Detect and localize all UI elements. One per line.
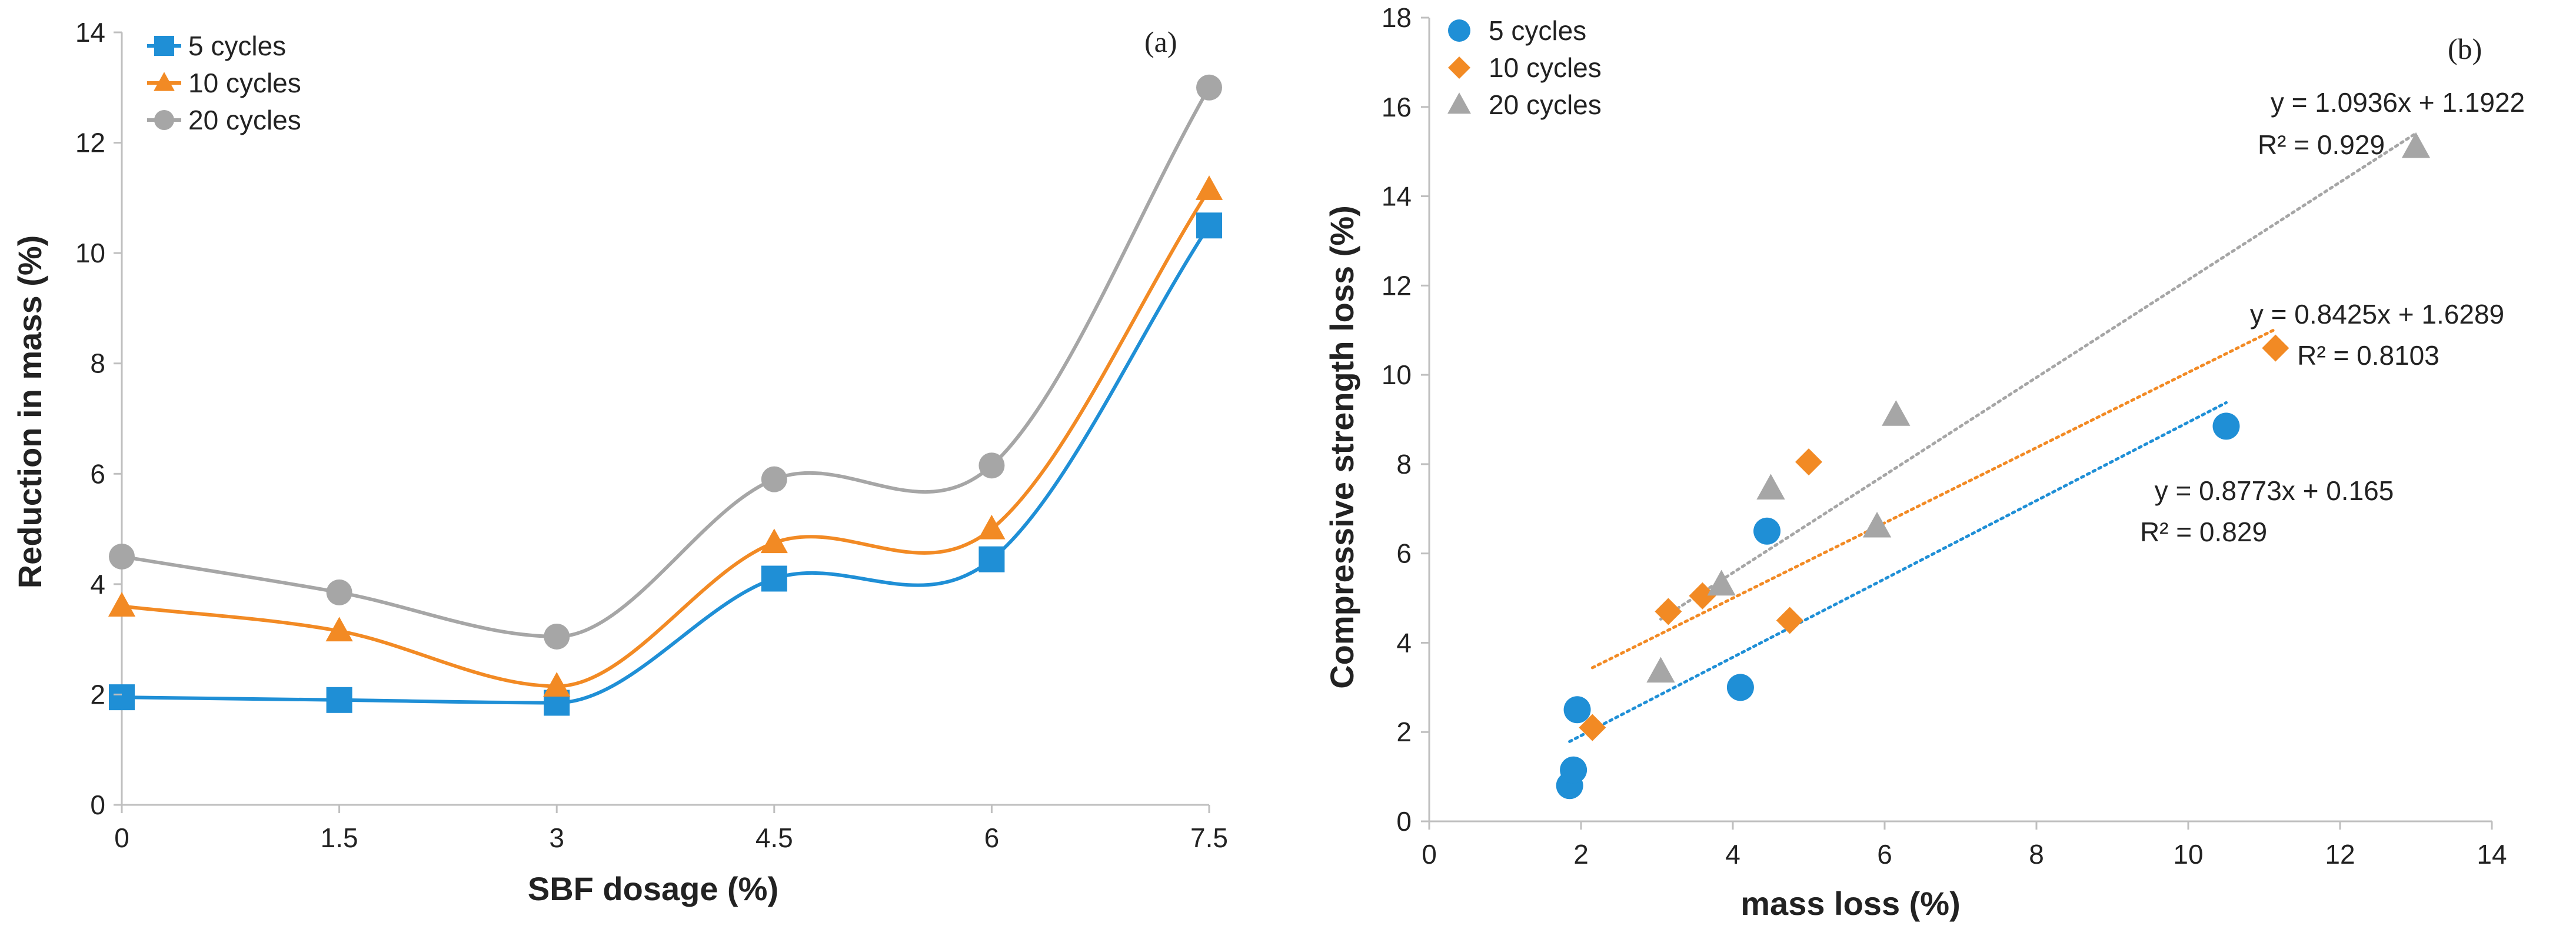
data-point-20-cycles xyxy=(1707,570,1736,596)
data-point-5-cycles xyxy=(1753,517,1781,545)
data-point-10-cycles xyxy=(978,514,1006,540)
y-tick-label-b: 12 xyxy=(1382,270,1412,301)
data-point-20-cycles xyxy=(326,579,352,605)
x-tick-label-a: 4.5 xyxy=(756,823,793,853)
y-tick-label-b: 18 xyxy=(1382,2,1412,33)
data-point-20-cycles xyxy=(1756,474,1785,500)
y-tick-label-b: 14 xyxy=(1382,181,1412,212)
y-tick-label-b: 0 xyxy=(1396,806,1412,837)
data-point-5-cycles xyxy=(1560,756,1587,784)
data-point-10-cycles xyxy=(1195,175,1223,200)
x-tick-label-b: 6 xyxy=(1877,839,1892,870)
x-tick-label-b: 8 xyxy=(2029,839,2044,870)
y-tick-label-b: 2 xyxy=(1396,717,1412,747)
legend-label-5-cycles: 5 cycles xyxy=(188,31,286,61)
y-tick-label-a: 14 xyxy=(75,17,105,48)
x-tick-label-b: 4 xyxy=(1725,839,1740,870)
data-point-10-cycles xyxy=(1655,598,1682,625)
y-axis-title-a: Reduction in mass (%) xyxy=(11,235,48,589)
data-point-10-cycles xyxy=(760,528,788,554)
data-point-5-cycles xyxy=(109,684,135,711)
trendline-r2-10-cycles: R² = 0.8103 xyxy=(2297,340,2439,371)
trendline-equation-5-cycles: y = 0.8773x + 0.165 xyxy=(2155,475,2394,506)
y-tick-label-a: 4 xyxy=(90,569,105,600)
legend-label-10-cycles: 10 cycles xyxy=(188,68,301,98)
trendline-5-cycles xyxy=(1568,401,2228,743)
data-point-10-cycles xyxy=(1795,448,1822,476)
trendline-equation-20-cycles: y = 1.0936x + 1.1922 xyxy=(2271,87,2525,118)
panel-label-b: (b) xyxy=(2448,32,2482,65)
legend-label-20-cycles: 20 cycles xyxy=(1489,89,1602,120)
trendline-r2-5-cycles: R² = 0.829 xyxy=(2140,517,2267,547)
series-line-10-cycles xyxy=(121,188,1211,688)
legend-label-10-cycles: 10 cycles xyxy=(1489,52,1602,83)
data-point-20-cycles xyxy=(2401,132,2431,158)
y-tick-label-b: 8 xyxy=(1396,449,1412,480)
legend-marker-5-cycles xyxy=(1448,19,1470,42)
y-tick-label-a: 6 xyxy=(90,458,105,489)
y-tick-label-b: 16 xyxy=(1382,92,1412,122)
data-point-20-cycles xyxy=(109,543,135,570)
chart-a-svg: 0 2 4 6 8 10 12 14 0 1.5 3 4.5 6 7.5 5 cycles 10 cycle… xyxy=(11,17,1228,907)
trendline-20-cycles xyxy=(1659,132,2418,621)
legend-marker-10-cycles xyxy=(1448,56,1470,79)
data-point-10-cycles xyxy=(325,617,353,642)
data-point-5-cycles xyxy=(2212,412,2240,440)
legend-marker-20-cycles xyxy=(154,110,174,130)
data-point-5-cycles xyxy=(761,565,787,592)
panel-label-a: (a) xyxy=(1144,25,1177,58)
x-axis-title-a: SBF dosage (%) xyxy=(528,870,778,907)
y-tick-label-a: 0 xyxy=(90,790,105,820)
data-point-5-cycles xyxy=(1563,696,1591,724)
x-tick-label-b: 12 xyxy=(2325,839,2355,870)
trendline-10-cycles xyxy=(1590,327,2277,670)
x-tick-label-a: 7.5 xyxy=(1190,823,1228,853)
data-point-10-cycles xyxy=(543,672,571,697)
chart-panel-a: 0 2 4 6 8 10 12 14 0 1.5 3 4.5 6 7.5 5 cycles 10 cycle… xyxy=(0,0,1259,926)
legend-label-5-cycles: 5 cycles xyxy=(1489,15,1586,46)
legend-marker-20-cycles xyxy=(1447,92,1471,114)
x-tick-label-b: 0 xyxy=(1422,839,1437,870)
data-point-5-cycles xyxy=(1196,212,1222,239)
data-point-5-cycles xyxy=(979,546,1005,572)
y-tick-label-a: 12 xyxy=(75,128,105,158)
data-point-20-cycles xyxy=(761,466,787,492)
legend-marker-10-cycles xyxy=(154,72,175,91)
trendline-r2-20-cycles: R² = 0.929 xyxy=(2258,129,2385,160)
y-tick-label-a: 10 xyxy=(75,238,105,268)
series-line-20-cycles xyxy=(121,86,1211,638)
data-point-20-cycles xyxy=(979,452,1005,479)
data-point-10-cycles xyxy=(1776,607,1803,634)
x-tick-label-a: 1.5 xyxy=(321,823,358,853)
data-point-10-cycles xyxy=(1579,714,1606,741)
x-tick-label-a: 6 xyxy=(984,823,1000,853)
x-tick-label-b: 2 xyxy=(1573,839,1589,870)
data-point-20-cycles xyxy=(1862,511,1892,538)
data-point-5-cycles xyxy=(326,687,352,713)
x-axis-title-b: mass loss (%) xyxy=(1740,885,1961,922)
y-tick-label-a: 2 xyxy=(90,679,105,710)
data-point-20-cycles xyxy=(544,623,570,650)
y-axis-title-b: Compressive strength loss (%) xyxy=(1323,205,1360,689)
data-point-20-cycles xyxy=(1196,74,1222,101)
y-tick-label-b: 6 xyxy=(1396,538,1412,569)
data-point-10-cycles xyxy=(1689,582,1716,610)
y-tick-label-b: 4 xyxy=(1396,627,1412,658)
data-point-20-cycles xyxy=(1646,657,1675,683)
y-tick-label-a: 8 xyxy=(90,348,105,379)
x-tick-label-b: 10 xyxy=(2173,839,2203,870)
x-tick-label-a: 3 xyxy=(549,823,564,853)
legend-label-20-cycles: 20 cycles xyxy=(188,105,301,135)
legend-marker-5-cycles xyxy=(154,36,174,56)
data-point-10-cycles xyxy=(108,592,136,617)
y-tick-label-b: 10 xyxy=(1382,359,1412,390)
data-point-10-cycles xyxy=(2262,334,2289,362)
x-tick-label-a: 0 xyxy=(114,823,129,853)
x-tick-label-b: 14 xyxy=(2477,839,2507,870)
chart-b-svg: 0 2 4 6 8 10 12 14 16 18 0 2 4 6 8 10 12 14 5 cycles 10 cy… xyxy=(1323,2,2525,922)
chart-panel-b: 0 2 4 6 8 10 12 14 16 18 0 2 4 6 8 10 12 14 5 cycles 10 cy… xyxy=(1259,0,2576,926)
data-point-5-cycles xyxy=(1726,674,1754,701)
trendline-equation-10-cycles: y = 0.8425x + 1.6289 xyxy=(2250,299,2504,329)
data-point-20-cycles xyxy=(1882,400,1911,426)
